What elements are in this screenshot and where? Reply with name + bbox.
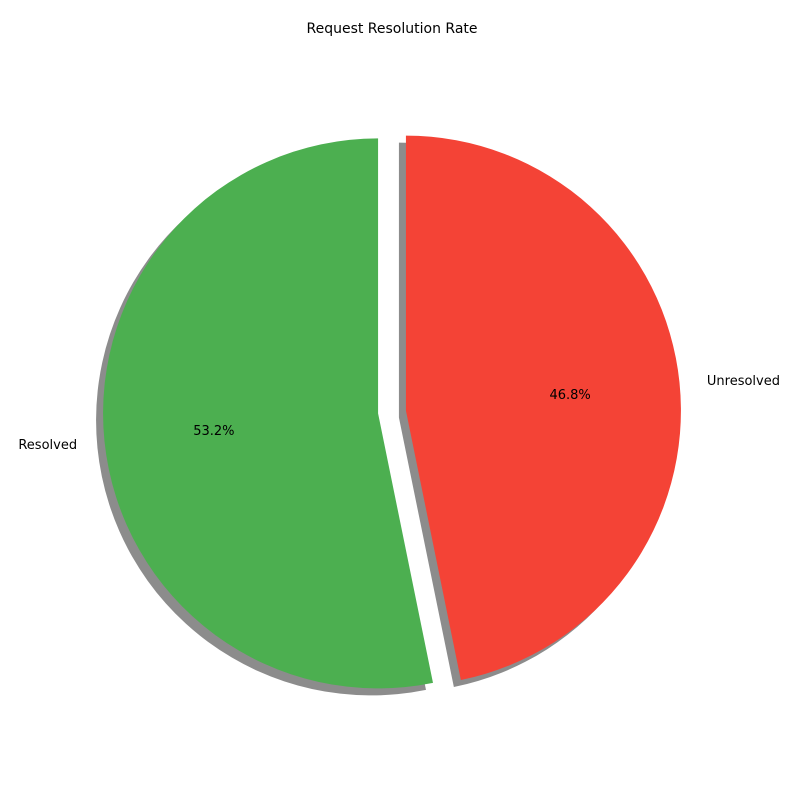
pie-slices — [103, 135, 681, 689]
pie-slice-unresolved — [405, 135, 681, 681]
slice-label-unresolved: Unresolved — [707, 374, 780, 389]
pie-slice-resolved — [103, 138, 433, 689]
chart-title: Request Resolution Rate — [306, 21, 477, 37]
pie-labels: Resolved 53.2% Unresolved 46.8% — [18, 374, 780, 453]
slice-label-resolved: Resolved — [18, 438, 77, 453]
percent-label-resolved: 53.2% — [193, 424, 234, 439]
percent-label-unresolved: 46.8% — [549, 388, 590, 403]
